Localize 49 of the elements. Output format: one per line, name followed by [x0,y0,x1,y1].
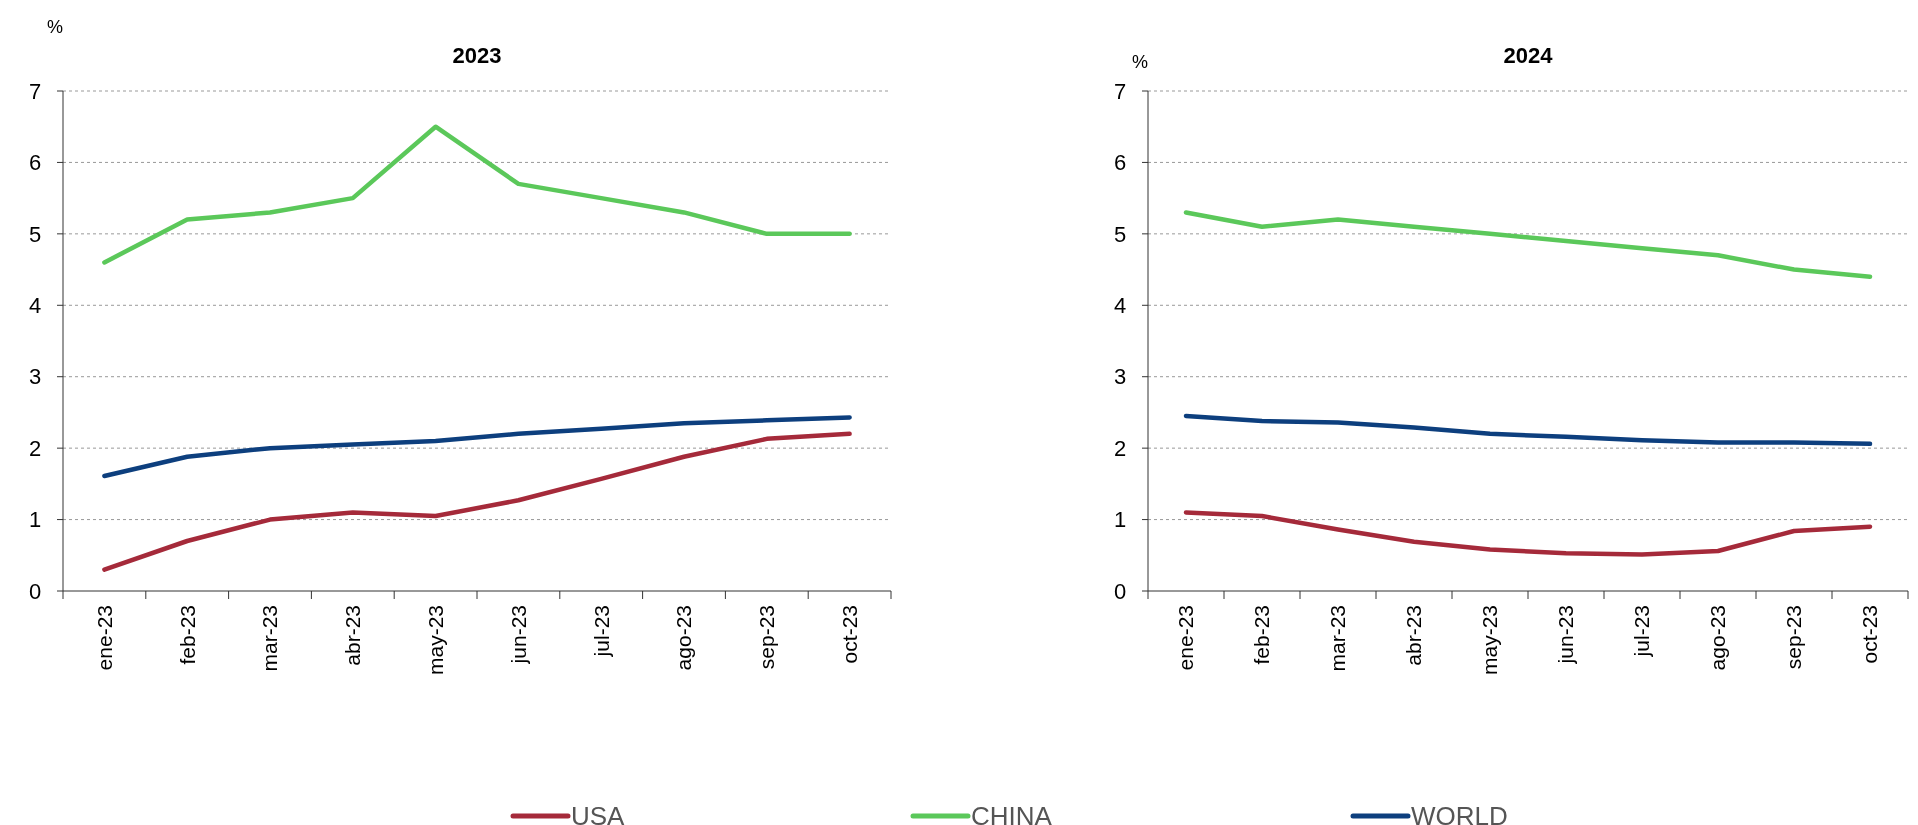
y-tick-label: 6 [28,150,42,176]
x-tick-label: jun-23 [1554,605,1578,665]
chart-title: 2023 [452,43,502,68]
line-series [1183,210,1873,279]
y-tick-label: 5 [1113,221,1127,247]
line-series [102,415,852,479]
x-tick-label: sep-23 [755,605,779,670]
x-tick-label: ago-23 [1706,605,1730,671]
y-tick-label: 1 [28,507,42,533]
line-series [1183,413,1873,447]
y-tick-label: 4 [1113,292,1127,318]
y-tick-label: 2 [1113,435,1127,461]
y-tick-label: 3 [28,364,42,390]
y-tick-label: 4 [28,292,42,318]
x-tick-label: oct-23 [837,605,861,664]
legend-label: USA [571,801,626,825]
x-tick-label: mar-23 [258,605,282,672]
chart-title: 2024 [1503,43,1554,68]
x-tick-label: sep-23 [1782,605,1806,670]
y-tick-label: 7 [28,78,42,104]
y-tick-label: 1 [1113,507,1127,533]
x-tick-label: abr-23 [1402,605,1426,666]
line-series [1183,510,1873,557]
x-tick-label: feb-23 [175,605,199,665]
y-axis-title: % [1131,52,1149,72]
legend-label: CHINA [971,801,1053,825]
y-tick-label: 0 [1113,578,1127,604]
x-tick-label: mar-23 [1326,605,1350,672]
x-tick-label: abr-23 [341,605,365,666]
x-tick-label: ene-23 [1174,605,1198,671]
legend-label: WORLD [1411,801,1508,825]
x-tick-label: jul-23 [589,605,613,658]
y-tick-label: 6 [1113,150,1127,176]
y-tick-label: 2 [28,435,42,461]
x-tick-label: jun-23 [506,605,530,665]
x-tick-label: ene-23 [92,605,116,671]
x-tick-label: oct-23 [1858,605,1882,664]
y-tick-label: 5 [28,221,42,247]
line-series [102,431,852,572]
y-tick-label: 0 [28,578,42,604]
y-tick-label: 7 [1113,78,1127,104]
x-tick-label: may-23 [423,605,447,676]
x-tick-label: ago-23 [672,605,696,671]
line-series [102,124,852,265]
x-tick-label: jul-23 [1630,605,1654,658]
y-tick-label: 3 [1113,364,1127,390]
x-tick-label: may-23 [1478,605,1502,676]
y-axis-title: % [46,17,64,37]
x-tick-label: feb-23 [1250,605,1274,665]
